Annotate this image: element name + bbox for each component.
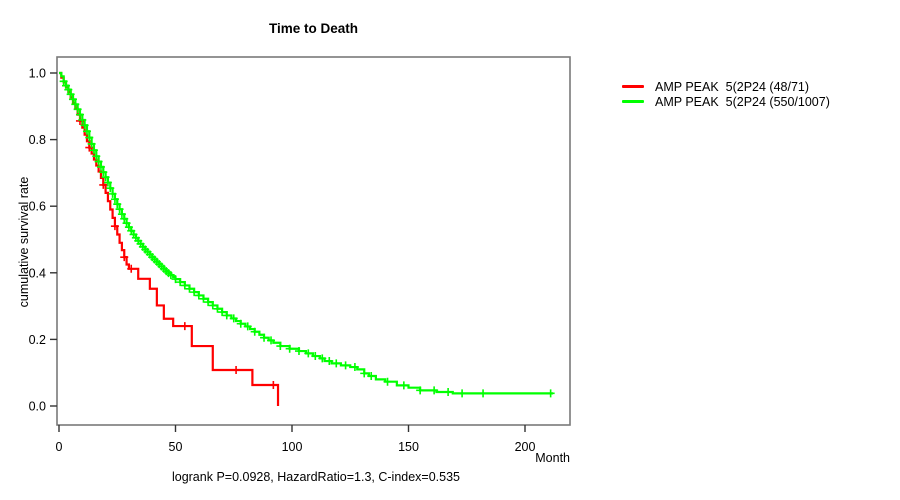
chart-title: Time to Death bbox=[268, 21, 358, 36]
x-axis-label: Month bbox=[535, 451, 570, 465]
stats-annotation: logrank P=0.0928, HazardRatio=1.3, C-ind… bbox=[171, 470, 461, 484]
censor-marks-red bbox=[75, 116, 278, 390]
y-tick-label: 0.0 bbox=[29, 400, 46, 414]
x-tick-label: 0 bbox=[56, 440, 63, 454]
y-tick-label: 0.8 bbox=[29, 133, 46, 147]
y-axis-label: cumulative survival rate bbox=[17, 176, 31, 308]
legend-label-red: AMP PEAK 5(2P24 (48/71) bbox=[655, 79, 810, 94]
y-tick-label: 1.0 bbox=[29, 67, 46, 81]
legend-line-red bbox=[622, 85, 644, 88]
x-tick-label: 150 bbox=[398, 440, 419, 454]
legend-label-green: AMP PEAK 5(2P24 (550/1007) bbox=[655, 94, 830, 109]
x-tick-label: 50 bbox=[169, 440, 183, 454]
y-tick-label: 0.2 bbox=[29, 333, 46, 347]
survival-curve-red bbox=[59, 71, 280, 406]
y-tick-label: 0.4 bbox=[29, 266, 46, 280]
y-tick-label: 0.6 bbox=[29, 200, 46, 214]
legend-line-green bbox=[622, 100, 644, 103]
plot-box bbox=[56, 56, 571, 426]
legend-item-green: AMP PEAK 5(2P24 (550/1007) bbox=[622, 94, 830, 109]
legend-item-red: AMP PEAK 5(2P24 (48/71) bbox=[622, 79, 830, 94]
censor-marks-green bbox=[59, 77, 555, 398]
legend: AMP PEAK 5(2P24 (48/71) AMP PEAK 5(2P24 … bbox=[622, 79, 830, 109]
x-tick-label: 200 bbox=[515, 440, 536, 454]
x-tick-label: 100 bbox=[282, 440, 303, 454]
